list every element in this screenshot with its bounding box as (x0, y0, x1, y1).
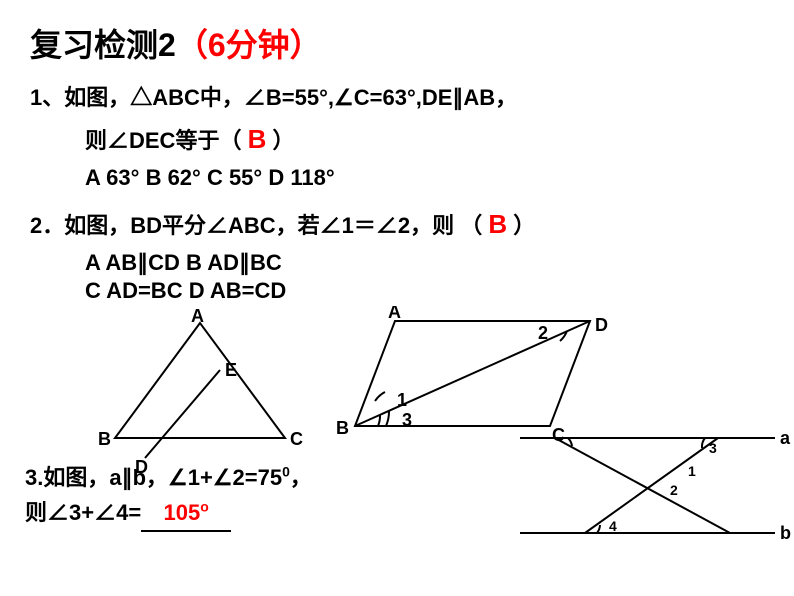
figure-1: A B C D E (90, 308, 310, 478)
fig3-4: 4 (609, 518, 617, 534)
title-black: 复习检测2 (30, 27, 176, 63)
fig2-A: A (388, 306, 401, 322)
fig2-1: 1 (397, 390, 407, 410)
q3-line2a: 则∠3+∠4= (25, 500, 141, 525)
q1-line1: 1、如图，△ABC中，∠B=55°,∠C=63°,DE∥AB， (30, 81, 764, 114)
q3-line1a: 3.如图，a∥b，∠1+∠2=75 (25, 465, 282, 490)
q3-sup2: o (200, 499, 209, 515)
q3-line1: 3.如图，a∥b，∠1+∠2=750， (25, 460, 312, 495)
q2-answer: B (488, 209, 507, 239)
fig1-C: C (290, 429, 303, 449)
fig1-E: E (225, 360, 237, 380)
fig3-1: 1 (688, 463, 696, 479)
fig1-B: B (98, 429, 111, 449)
q3-answer-val: 105 (164, 500, 201, 525)
q2-line1: 2．如图，BD平分∠ABC，若∠1＝∠2，则 （ B ） (30, 205, 764, 244)
figure-3: a b 3 1 2 4 (500, 418, 794, 548)
q1-answer: B (248, 124, 267, 154)
fig3-b: b (780, 523, 791, 543)
q1-options: A 63° B 62° C 55° D 118° (30, 165, 764, 191)
q3-sup1: 0 (282, 464, 290, 480)
q1-line2-text: 则∠DEC等于（ (85, 128, 241, 153)
fig2-3: 3 (402, 410, 412, 430)
fig3-3: 3 (709, 440, 717, 456)
title-red: （6分钟） (176, 27, 322, 63)
fig2-D: D (595, 315, 608, 335)
fig1-A: A (191, 308, 204, 326)
fig2-B: B (336, 418, 349, 438)
q3-line1b: ， (290, 465, 312, 490)
q3-line2: 则∠3+∠4=105o (25, 495, 312, 532)
q2-close: ） (513, 213, 535, 238)
q3-answer: 105o (141, 495, 231, 532)
q1-line2: 则∠DEC等于（ B ） (30, 120, 764, 159)
q2-line1-text: 2．如图，BD平分∠ABC，若∠1＝∠2，则 （ (30, 213, 482, 238)
fig3-a: a (780, 428, 791, 448)
fig3-2: 2 (670, 482, 678, 498)
q3-block: 3.如图，a∥b，∠1+∠2=750， 则∠3+∠4=105o (25, 460, 312, 532)
q1-close: ） (272, 128, 294, 153)
fig2-2: 2 (538, 323, 548, 343)
page-title: 复习检测2（6分钟） (30, 20, 764, 66)
q2-optC: C AD=BC D AB=CD (30, 278, 764, 304)
q2-optA: A AB∥CD B AD∥BC (30, 250, 764, 276)
